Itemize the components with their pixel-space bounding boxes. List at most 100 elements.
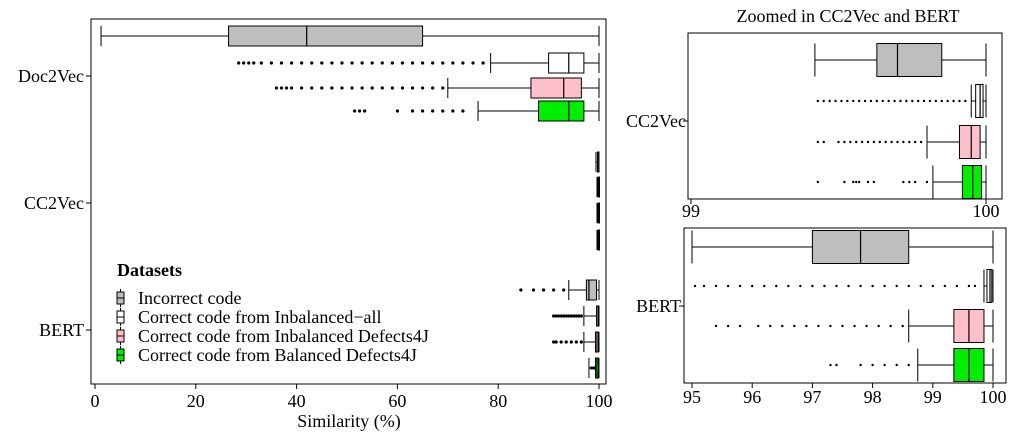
main-box-cc2vec-1 <box>596 176 600 198</box>
main-box-doc2vec-3-outlier-9 <box>461 109 465 113</box>
zoom-cc2vec-box-2-outlier-1 <box>822 140 825 144</box>
zoom-bert-box-1-outlier-6 <box>763 284 766 288</box>
main-box-doc2vec-0 <box>100 25 600 47</box>
zoom-cc2vec-x-label-100: 100 <box>973 201 1000 221</box>
main-box-doc2vec-1-outlier-9 <box>310 61 314 65</box>
main-box-doc2vec-1-outlier-19 <box>410 61 415 65</box>
main-box-doc2vec-2-outlier-5 <box>310 86 314 90</box>
main-box-doc2vec-1-outlier-25 <box>471 61 475 65</box>
main-box-bert-0-box <box>585 279 597 301</box>
zoom-cc2vec-box-2-outlier-2 <box>837 140 840 144</box>
zoom-bert-box-1-outlier-22 <box>955 284 959 288</box>
main-box-doc2vec-2-outlier-10 <box>360 86 364 90</box>
main-box-doc2vec-2-outlier-11 <box>370 86 374 90</box>
zoom-cc2vec-box-1-outlier-20 <box>934 99 938 103</box>
zoom-cc2vec-box-1-outlier-19 <box>928 99 932 103</box>
zoom-bert-y-ticks: BERT <box>636 296 684 316</box>
zoom-bert-y-label: BERT <box>636 296 681 316</box>
main-box-doc2vec-1-outlier-11 <box>330 61 334 65</box>
main-box-doc2vec-2-outlier-4 <box>300 86 304 90</box>
zoom-cc2vec-box-1 <box>816 84 987 118</box>
main-box-doc2vec-1-outlier-6 <box>279 61 284 65</box>
main-box-doc2vec-2-outlier-17 <box>431 86 435 90</box>
zoom-cc2vec-box-0 <box>814 43 987 77</box>
zoom-bert-box-3-outlier-3 <box>871 363 874 367</box>
legend-item-3: Correct code from Balanced Defects4J <box>116 345 417 365</box>
zoom-cc2vec-box-3-outlier-2 <box>852 180 855 184</box>
zoom-bert-box-1-outlier-9 <box>799 284 802 288</box>
main-box-doc2vec-3-outlier-0 <box>352 109 357 113</box>
zoom-cc2vec-box-3-outlier-1 <box>843 180 846 184</box>
main-box-doc2vec-1-outlier-10 <box>320 61 324 65</box>
zoom-bert-x-label-98: 98 <box>864 387 882 407</box>
zoom-bert-box-1-outlier-12 <box>835 284 838 288</box>
main-box-doc2vec-1-outlier-16 <box>380 61 384 65</box>
main-box-doc2vec-2-outlier-18 <box>441 86 445 90</box>
main-box-doc2vec-1-outlier-26 <box>481 61 485 65</box>
zoom-bert-x-label-95: 95 <box>683 387 701 407</box>
main-box-bert-1-outlier-10 <box>577 314 581 318</box>
zoom-cc2vec-box-1-outlier-7 <box>857 99 861 103</box>
zoom-cc2vec-box-1-outlier-17 <box>916 99 920 103</box>
zoom-cc2vec-box-3 <box>816 165 987 199</box>
zoom-bert-box-1-outlier-10 <box>811 284 814 288</box>
zoom-cc2vec-box-3-outlier-9 <box>914 180 917 184</box>
zoom-cc2vec-box-3-outlier-5 <box>866 180 870 184</box>
main-y-label-cc2vec: CC2Vec <box>24 193 84 213</box>
zoom-bert-box-1-outlier-11 <box>823 284 826 288</box>
zoom-cc2vec-box-2-outlier-14 <box>908 140 911 144</box>
zoom-cc2vec-box-2-outlier-16 <box>919 140 923 144</box>
zoom-bert-box-3 <box>829 348 994 382</box>
main-box-doc2vec-1-outlier-0 <box>237 61 241 65</box>
main-boxes <box>100 25 600 379</box>
zoom-cc2vec-box-1-outlier-21 <box>940 99 943 103</box>
main-box-cc2vec-0 <box>595 151 600 173</box>
zoom-bert-box-2-outlier-8 <box>817 324 820 328</box>
main-box-doc2vec-1-outlier-4 <box>259 61 263 65</box>
zoom-bert-box-2-outlier-0 <box>714 324 718 328</box>
main-box-doc2vec-1-outlier-21 <box>431 61 435 65</box>
main-box-bert-1-outlier-1 <box>554 314 558 318</box>
zoom-cc2vec-box-3-outlier-3 <box>855 180 858 184</box>
zoom-cc2vec-box-3-outlier-8 <box>908 180 911 184</box>
main-box-doc2vec-1-outlier-17 <box>390 61 394 65</box>
zoom-bert-box-2-outlier-12 <box>865 324 868 328</box>
zoom-cc2vec-box-1-outlier-0 <box>816 99 820 103</box>
main-box-bert-3 <box>588 357 600 379</box>
main-box-doc2vec-2-outlier-12 <box>380 86 384 90</box>
main-box-bert-0-outlier-1 <box>531 288 536 292</box>
main-box-bert-1-outlier-8 <box>572 314 576 318</box>
zoom-bert-box-2-outlier-1 <box>726 324 730 328</box>
zoom-cc2vec-box-2-outlier-15 <box>914 140 917 144</box>
zoom-cc2vec-box-1-outlier-4 <box>840 99 843 103</box>
zoom-cc2vec-box-1-outlier-25 <box>964 99 967 103</box>
zoom-bert-box-2-outlier-13 <box>877 324 880 328</box>
zoom-bert-box-2-outlier-11 <box>853 324 856 328</box>
main-box-doc2vec-2-outlier-15 <box>410 86 415 90</box>
zoom-cc2vec-box-3-box <box>961 165 983 199</box>
zoom-cc2vec-y-label: CC2Vec <box>626 111 686 131</box>
main-box-bert-0 <box>519 279 600 301</box>
main-box-doc2vec-1 <box>237 52 600 74</box>
legend-label-0: Incorrect code <box>138 288 241 308</box>
main-box-bert-2-outlier-0 <box>552 340 556 344</box>
zoom-bert-box-1-outlier-16 <box>883 284 886 288</box>
main-x-label-60: 60 <box>388 391 406 411</box>
zoom-cc2vec-box-1-outlier-16 <box>911 99 914 103</box>
main-box-bert-1 <box>552 305 600 327</box>
zoom-bert-box-1-outlier-23 <box>967 284 971 288</box>
zoom-bert-x-label-100: 100 <box>980 387 1007 407</box>
zoom-cc2vec-box-1-outlier-12 <box>887 99 890 103</box>
zoom-cc2vec-box-2-outlier-12 <box>896 140 899 144</box>
main-x-label-0: 0 <box>91 391 100 411</box>
main-box-doc2vec-1-outlier-14 <box>360 61 364 65</box>
zoom-cc2vec-box-2-outlier-9 <box>878 140 881 144</box>
zoom-cc2vec-frame <box>687 32 1003 200</box>
main-y-label-bert: BERT <box>39 320 84 340</box>
main-box-doc2vec-1-outlier-8 <box>300 61 304 65</box>
zoom-cc2vec-box-2-outlier-3 <box>843 140 846 144</box>
zoom-cc2vec-box-3-outlier-0 <box>816 180 820 184</box>
zoom-cc2vec-x-label-99: 99 <box>682 201 700 221</box>
zoom-cc2vec-box-2-outlier-13 <box>902 140 905 144</box>
legend-label-1: Correct code from Inbalanced−all <box>138 307 382 327</box>
